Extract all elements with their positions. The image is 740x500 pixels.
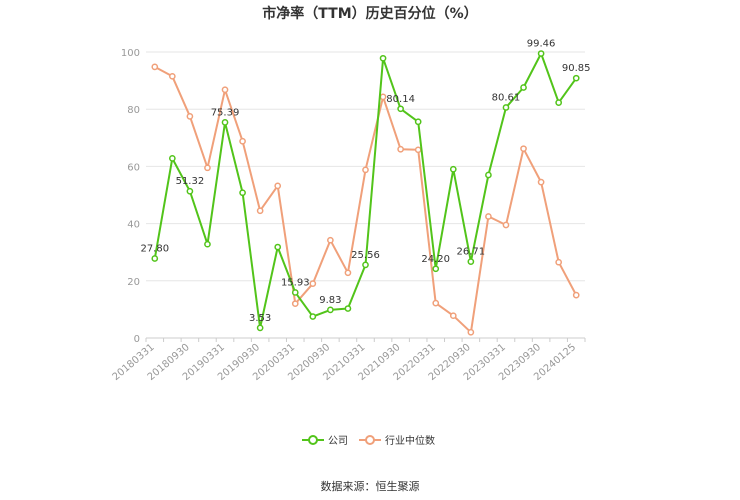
data-point: [502, 104, 510, 111]
data-point: [432, 265, 440, 273]
data-point: [151, 255, 159, 262]
y-tick-label: 80: [127, 105, 140, 116]
data-point: [485, 171, 492, 179]
data-point: [414, 146, 422, 154]
series-lines: [151, 50, 580, 336]
legend-item-industry-median[interactable]: 行业中位数: [359, 434, 435, 447]
data-point: [467, 258, 475, 265]
data-label: 90.85: [562, 63, 591, 74]
data-point: [274, 182, 282, 190]
data-point: [239, 189, 246, 197]
data-label: 80.14: [386, 94, 415, 105]
data-label: 3.53: [249, 313, 271, 324]
data-point: [432, 299, 440, 307]
data-point: [572, 74, 580, 82]
data-point: [485, 213, 492, 220]
source-note: 数据来源：恒生聚源: [321, 479, 420, 493]
legend-swatch-marker: [308, 435, 318, 445]
data-label: 80.61: [492, 92, 521, 103]
data-point: [204, 240, 211, 248]
data-point: [168, 155, 176, 162]
data-point: [555, 258, 563, 266]
data-labels: 27.80 51.32 75.39 3.53 15.93 9.83 25.56 80.14 24…: [140, 39, 590, 324]
data-point: [168, 72, 176, 80]
data-point: [221, 86, 229, 94]
data-point: [397, 145, 404, 153]
data-point: [449, 165, 457, 173]
legend[interactable]: 公司 行业中位数: [302, 434, 435, 447]
data-point: [379, 54, 387, 62]
data-point: [327, 236, 334, 244]
data-point: [520, 145, 527, 153]
data-point: [414, 118, 422, 126]
data-point: [291, 289, 299, 296]
data-label: 26.71: [457, 247, 486, 258]
legend-item-company[interactable]: 公司: [302, 435, 348, 447]
data-point: [397, 105, 404, 113]
y-tick-label: 60: [127, 162, 140, 173]
data-label: 9.83: [319, 295, 341, 306]
data-point: [256, 207, 264, 215]
legend-label-industry-median: 行业中位数: [385, 434, 435, 447]
data-point: [555, 99, 563, 106]
data-point: [537, 50, 545, 57]
data-point: [362, 261, 369, 269]
data-point: [327, 306, 334, 314]
data-point: [274, 243, 282, 251]
data-point: [256, 324, 264, 332]
data-point: [239, 137, 246, 145]
data-point: [204, 164, 211, 172]
data-point: [344, 305, 352, 312]
data-point: [309, 280, 317, 288]
legend-label-company: 公司: [328, 436, 348, 447]
y-tick-label: 0: [134, 334, 140, 345]
data-label: 51.32: [176, 176, 205, 187]
y-tick-label: 40: [127, 220, 140, 231]
data-point: [520, 84, 527, 91]
data-point: [502, 221, 510, 229]
chart-title: 市净率（TTM）历史百分位（%）: [262, 5, 477, 22]
y-tick-label: 20: [127, 277, 140, 288]
legend-swatch-marker: [365, 435, 375, 445]
data-point: [537, 178, 545, 186]
data-point: [291, 300, 299, 308]
y-tick-label: 100: [121, 48, 140, 59]
data-point: [362, 166, 369, 174]
data-label: 99.46: [527, 39, 556, 50]
data-point: [151, 63, 159, 71]
data-point: [344, 269, 352, 277]
data-point: [221, 119, 229, 126]
data-label: 15.93: [281, 277, 310, 288]
data-point: [572, 291, 580, 299]
data-label: 27.80: [140, 243, 169, 254]
data-label: 75.39: [211, 107, 240, 118]
data-point: [309, 313, 317, 320]
data-point: [186, 187, 194, 195]
data-point: [467, 328, 475, 336]
data-label: 24.20: [421, 254, 450, 265]
data-point: [379, 93, 387, 101]
data-label: 25.56: [351, 250, 380, 261]
data-point: [186, 113, 194, 120]
data-point: [449, 312, 457, 320]
